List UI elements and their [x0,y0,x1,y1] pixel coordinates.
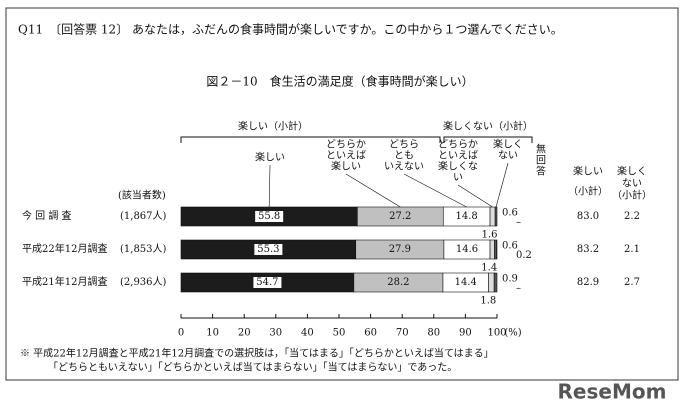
series-label: 回 [536,155,546,167]
value-label: 0.2 [516,250,532,261]
row-label: 平成22年12月調査 [22,242,107,255]
value-label: 14.8 [456,211,478,222]
value-label: 0.6 [502,241,518,252]
row-count: (1,853人) [120,243,167,255]
group-label: 楽しい（小計） [238,120,308,133]
series-label: といえば [438,150,478,162]
subtotal-value: 2.1 [624,244,640,255]
x-tick-label: 30 [269,328,282,339]
subtotal-header: ない [622,178,642,190]
subtotal-value: 82.9 [577,277,599,288]
value-label: 14.4 [455,277,477,288]
value-label: 1.8 [480,296,496,307]
group-bracket [443,136,533,143]
chart-title: 図２－10 食生活の満足度（食事時間が楽しい） [206,74,473,89]
group-bracket [180,136,441,143]
row-label: 今 回 調 査 [22,209,72,222]
leader-line [268,164,271,208]
x-tick-label: 50 [333,328,346,339]
series-label: といえば [326,150,366,162]
x-tick-label: 40 [301,328,314,339]
x-tick-label: 0 [178,328,184,339]
bar-segment [488,272,495,293]
subtotal-header: （小計） [612,189,652,202]
subtotal-header: 楽しい [573,165,603,178]
x-unit: (%) [504,328,521,339]
group-label: 楽しくない（小計） [443,120,533,133]
row-count: (2,936人) [120,276,167,288]
bar-segment [496,239,498,260]
label-box [253,277,282,288]
subtotal-value: 2.7 [624,277,640,288]
question: Q11 〔回答票 12〕 あなたは，ふだんの食事時間が楽しいですか。この中から１… [18,22,563,37]
value-label: 0.9 [502,274,518,285]
value-label: 54.7 [256,277,278,288]
leader-line [345,173,401,208]
bar-segment [494,206,498,227]
row-label: 平成21年12月調査 [22,275,107,288]
series-label: ない [498,150,518,162]
value-label: – [516,283,521,294]
value-label: – [516,217,521,228]
series-label: 楽しい [331,160,361,173]
series-label: 楽しい [255,151,285,164]
bar-segment [489,239,495,260]
value-label: 28.2 [387,277,409,288]
value-label: 1.6 [482,230,498,241]
footnote: ※ 平成22年12月調査と平成21年12月調査での選択肢は，「当てはまる」「どち… [20,347,494,360]
series-label: 楽しくな [438,160,478,173]
count-header: (該当者数) [118,189,166,202]
subtotal-value: 83.0 [577,211,599,222]
series-label: どちらか [326,139,366,151]
watermark: ReseMom [558,380,667,404]
bar-segment [489,206,496,227]
row-count: (1,867人) [120,210,167,222]
leader-line [495,162,509,208]
x-tick-label: 100 [487,328,506,339]
footnote: 「どちらともいえない」「どちらかといえば当てはまらない」「当てはまらない」であっ… [48,361,457,374]
series-label: とも [394,150,414,162]
value-label: 1.4 [481,263,497,274]
value-label: 14.6 [456,244,478,255]
series-label: 答 [536,165,546,178]
subtotal-header: 楽しく [617,165,647,178]
x-tick-label: 70 [396,328,409,339]
subtotal-value: 83.2 [577,244,599,255]
bar-segment [493,272,498,293]
x-tick-label: 80 [427,328,440,339]
leader-line [403,173,467,208]
label-box [255,211,284,222]
leader-line [457,184,493,208]
series-label: 楽しく [493,138,523,151]
x-tick-label: 20 [238,328,251,339]
value-label: 0.6 [502,208,518,219]
x-tick-label: 90 [459,328,472,339]
x-tick-label: 60 [364,328,377,339]
frame [5,7,679,381]
value-label: 55.3 [257,244,279,255]
value-label: 27.2 [389,211,411,222]
series-label: どちらか [438,139,478,151]
series-label: どちら [389,139,419,151]
series-label: い [453,173,463,184]
value-label: 27.9 [389,244,411,255]
series-label: いえない [384,161,424,173]
subtotal-value: 2.2 [624,211,640,222]
subtotal-header: （小計） [568,185,608,198]
label-box [254,244,283,255]
series-label: 無 [536,143,546,156]
value-label: 55.8 [258,211,280,222]
x-tick-label: 10 [206,328,219,339]
